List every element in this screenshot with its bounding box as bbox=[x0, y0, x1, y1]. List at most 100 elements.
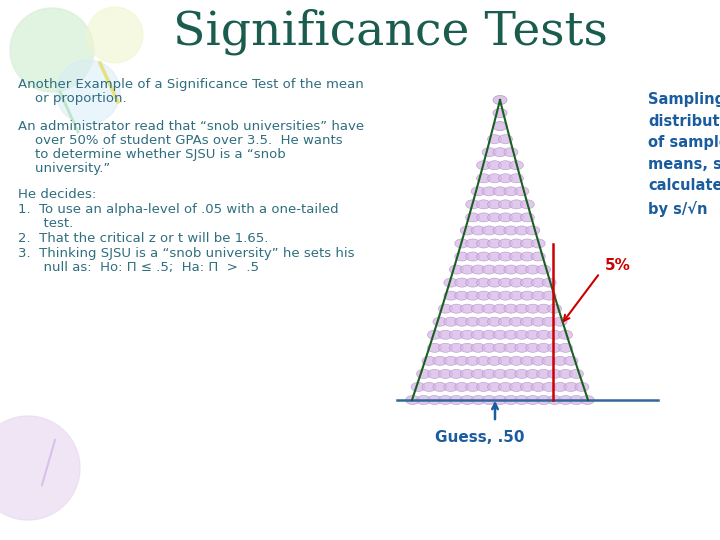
Ellipse shape bbox=[564, 356, 578, 366]
Ellipse shape bbox=[466, 252, 480, 261]
Ellipse shape bbox=[487, 382, 502, 392]
Ellipse shape bbox=[487, 317, 502, 326]
Ellipse shape bbox=[471, 187, 485, 196]
Ellipse shape bbox=[493, 304, 507, 313]
Ellipse shape bbox=[498, 161, 513, 170]
Ellipse shape bbox=[515, 226, 529, 235]
Text: He decides:: He decides: bbox=[18, 188, 96, 201]
Ellipse shape bbox=[526, 369, 540, 379]
Ellipse shape bbox=[477, 213, 490, 222]
Text: 5%: 5% bbox=[605, 258, 631, 273]
Ellipse shape bbox=[482, 369, 496, 379]
Ellipse shape bbox=[471, 226, 485, 235]
Text: Another Example of a Significance Test of the mean: Another Example of a Significance Test o… bbox=[18, 78, 364, 91]
Ellipse shape bbox=[498, 200, 513, 209]
Ellipse shape bbox=[444, 382, 458, 392]
Circle shape bbox=[87, 7, 143, 63]
Ellipse shape bbox=[411, 382, 425, 392]
Ellipse shape bbox=[498, 252, 513, 261]
Ellipse shape bbox=[449, 330, 464, 339]
Ellipse shape bbox=[515, 369, 529, 379]
Ellipse shape bbox=[487, 356, 502, 366]
Ellipse shape bbox=[509, 161, 523, 170]
Ellipse shape bbox=[455, 356, 469, 366]
Ellipse shape bbox=[559, 343, 572, 352]
Ellipse shape bbox=[559, 369, 572, 379]
Ellipse shape bbox=[548, 304, 562, 313]
Ellipse shape bbox=[504, 147, 518, 157]
Ellipse shape bbox=[531, 382, 545, 392]
Ellipse shape bbox=[466, 278, 480, 287]
Ellipse shape bbox=[438, 343, 452, 352]
Text: Guess, .50: Guess, .50 bbox=[436, 430, 525, 445]
Ellipse shape bbox=[455, 278, 469, 287]
Ellipse shape bbox=[536, 304, 551, 313]
Ellipse shape bbox=[509, 213, 523, 222]
Ellipse shape bbox=[509, 239, 523, 248]
Ellipse shape bbox=[526, 395, 540, 404]
Text: 3.  Thinking SJSU is a “snob university” he sets his: 3. Thinking SJSU is a “snob university” … bbox=[18, 247, 354, 260]
Ellipse shape bbox=[455, 317, 469, 326]
Ellipse shape bbox=[521, 213, 534, 222]
Ellipse shape bbox=[417, 369, 431, 379]
Ellipse shape bbox=[433, 382, 447, 392]
Ellipse shape bbox=[433, 317, 447, 326]
Ellipse shape bbox=[466, 213, 480, 222]
Ellipse shape bbox=[417, 395, 431, 404]
Ellipse shape bbox=[487, 200, 502, 209]
Text: 2.  That the critical z or t will be 1.65.: 2. That the critical z or t will be 1.65… bbox=[18, 232, 269, 245]
Ellipse shape bbox=[482, 343, 496, 352]
Ellipse shape bbox=[471, 265, 485, 274]
Ellipse shape bbox=[428, 369, 441, 379]
Circle shape bbox=[0, 416, 80, 520]
Ellipse shape bbox=[526, 304, 540, 313]
Ellipse shape bbox=[493, 187, 507, 196]
Ellipse shape bbox=[504, 343, 518, 352]
Ellipse shape bbox=[477, 200, 490, 209]
Ellipse shape bbox=[542, 278, 556, 287]
Ellipse shape bbox=[536, 265, 551, 274]
Ellipse shape bbox=[509, 291, 523, 300]
Ellipse shape bbox=[515, 265, 529, 274]
Ellipse shape bbox=[498, 382, 513, 392]
Ellipse shape bbox=[460, 304, 474, 313]
Ellipse shape bbox=[564, 382, 578, 392]
Ellipse shape bbox=[466, 239, 480, 248]
Ellipse shape bbox=[460, 395, 474, 404]
Ellipse shape bbox=[531, 291, 545, 300]
Ellipse shape bbox=[504, 395, 518, 404]
Ellipse shape bbox=[515, 330, 529, 339]
Ellipse shape bbox=[526, 330, 540, 339]
Text: null as:  Ho: Π ≤ .5;  Ha: Π  >  .5: null as: Ho: Π ≤ .5; Ha: Π > .5 bbox=[18, 261, 259, 274]
Ellipse shape bbox=[536, 330, 551, 339]
Ellipse shape bbox=[542, 291, 556, 300]
Ellipse shape bbox=[493, 226, 507, 235]
Ellipse shape bbox=[580, 395, 595, 404]
Ellipse shape bbox=[515, 395, 529, 404]
Circle shape bbox=[56, 60, 120, 124]
Ellipse shape bbox=[509, 356, 523, 366]
Ellipse shape bbox=[482, 226, 496, 235]
Ellipse shape bbox=[444, 317, 458, 326]
Ellipse shape bbox=[504, 369, 518, 379]
Ellipse shape bbox=[466, 291, 480, 300]
Ellipse shape bbox=[542, 317, 556, 326]
Ellipse shape bbox=[455, 291, 469, 300]
Ellipse shape bbox=[553, 356, 567, 366]
Ellipse shape bbox=[531, 317, 545, 326]
Ellipse shape bbox=[531, 356, 545, 366]
Ellipse shape bbox=[477, 382, 490, 392]
Ellipse shape bbox=[428, 395, 441, 404]
Ellipse shape bbox=[428, 343, 441, 352]
Ellipse shape bbox=[509, 252, 523, 261]
Ellipse shape bbox=[515, 304, 528, 313]
Ellipse shape bbox=[487, 278, 502, 287]
Ellipse shape bbox=[548, 395, 562, 404]
Ellipse shape bbox=[428, 330, 441, 339]
Ellipse shape bbox=[433, 356, 447, 366]
Text: Sampling
distribution
of sample
means, s.e.
calculated
by s/√n: Sampling distribution of sample means, s… bbox=[648, 92, 720, 217]
Ellipse shape bbox=[438, 369, 452, 379]
Ellipse shape bbox=[548, 369, 562, 379]
Ellipse shape bbox=[531, 252, 545, 261]
Ellipse shape bbox=[548, 343, 562, 352]
